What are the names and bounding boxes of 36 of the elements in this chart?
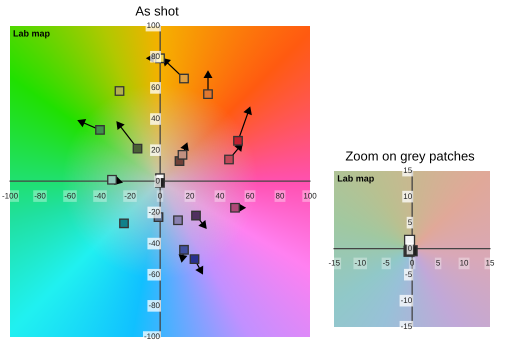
y-tick-label: -100 <box>144 332 161 342</box>
y-tick-label: -80 <box>148 301 161 310</box>
y-tick-label: 40 <box>151 114 161 124</box>
x-tick-label: 60 <box>246 191 255 200</box>
x-tick-label: -10 <box>354 258 367 268</box>
chart-title: Zoom on grey patches <box>345 148 476 164</box>
annotation: Lab map <box>337 174 375 184</box>
y-tick-label: 0 <box>156 176 161 186</box>
y-tick-label: 5 <box>408 218 413 227</box>
y-tick-label: 60 <box>151 83 161 92</box>
x-tick-label: -20 <box>124 191 136 200</box>
x-tick-label: 20 <box>186 191 195 200</box>
x-tick-label: -15 <box>328 258 341 268</box>
x-tick-label: -5 <box>382 258 390 268</box>
x-tick-label: -80 <box>34 191 46 200</box>
y-tick-label: 80 <box>151 52 161 61</box>
y-tick-label: 20 <box>151 145 161 154</box>
x-tick-label: 100 <box>303 191 318 200</box>
x-tick-label: 10 <box>460 258 470 268</box>
y-tick-label: -15 <box>400 322 413 331</box>
y-tick-label: -60 <box>148 270 161 279</box>
y-tick-label: -5 <box>405 270 413 279</box>
x-tick-label: -60 <box>64 191 76 200</box>
x-tick-label: -100 <box>2 191 19 200</box>
x-tick-label: 15 <box>486 258 495 268</box>
x-tick-label: 80 <box>276 191 285 200</box>
x-tick-label: -40 <box>94 191 106 200</box>
annotation: Lab map <box>13 28 51 39</box>
chart-title: As shot <box>135 3 180 18</box>
x-tick-label: 40 <box>216 191 225 200</box>
y-tick-label: -40 <box>148 238 161 248</box>
x-tick-label: 5 <box>436 258 441 268</box>
y-tick-label: 15 <box>403 166 413 175</box>
y-tick-label: 100 <box>146 20 161 30</box>
y-tick-label: -20 <box>148 208 161 217</box>
y-tick-label: -10 <box>400 296 413 305</box>
